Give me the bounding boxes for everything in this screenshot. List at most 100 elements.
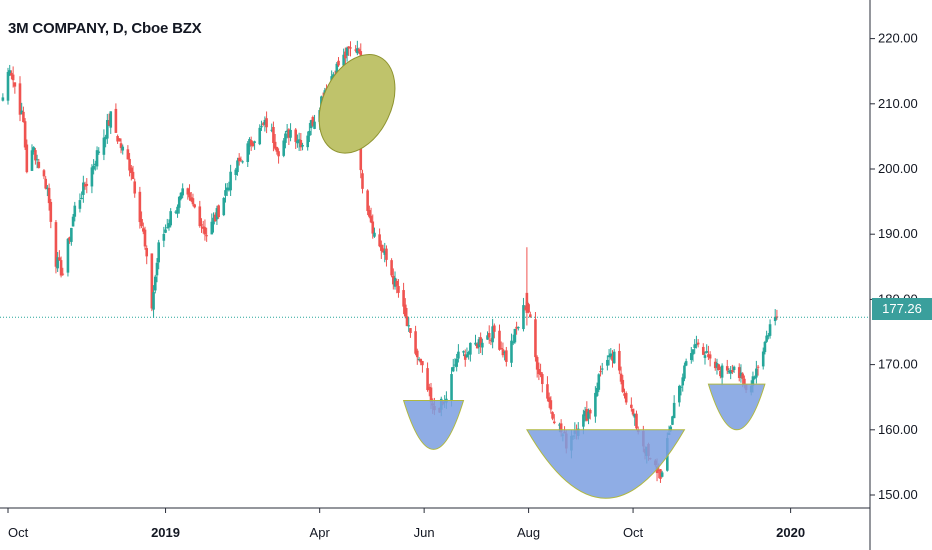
candle	[474, 334, 477, 346]
candle	[46, 185, 49, 197]
candle	[275, 146, 279, 155]
candle	[47, 183, 51, 211]
candle	[619, 366, 623, 385]
candle	[114, 103, 118, 133]
candle	[419, 358, 423, 366]
candle	[671, 415, 674, 426]
candle	[354, 45, 357, 53]
candle	[58, 250, 61, 261]
x-tick-label: Oct	[8, 525, 29, 540]
candle	[107, 113, 111, 127]
candle	[109, 111, 113, 134]
cup-pattern	[526, 429, 686, 499]
candle	[633, 413, 637, 426]
candle	[42, 168, 46, 180]
candle	[491, 318, 494, 349]
candle	[404, 298, 407, 319]
candle	[547, 392, 551, 408]
candle	[342, 48, 345, 68]
candle	[239, 156, 243, 163]
candle	[20, 102, 23, 115]
candle	[191, 193, 195, 207]
candle	[510, 333, 513, 368]
candle	[701, 343, 705, 355]
candle	[116, 134, 119, 144]
candle	[70, 227, 73, 246]
candle	[80, 191, 83, 200]
candle	[282, 138, 286, 158]
candle	[337, 57, 340, 67]
candle	[618, 343, 621, 375]
y-tick-label: 200.00	[878, 161, 918, 176]
y-tick-label: 210.00	[878, 96, 918, 111]
candle	[684, 358, 688, 367]
candle	[241, 160, 244, 164]
candle	[763, 340, 767, 355]
candle	[181, 183, 184, 199]
candle	[205, 227, 208, 242]
candle	[82, 175, 85, 203]
candle	[511, 334, 515, 346]
candle	[155, 258, 159, 283]
candle	[138, 186, 142, 229]
candle	[294, 127, 297, 150]
candle	[393, 271, 397, 290]
candle	[237, 153, 241, 166]
candle	[409, 328, 412, 338]
candle	[713, 358, 717, 371]
candle	[85, 178, 89, 194]
candle	[427, 383, 431, 397]
candle	[35, 154, 39, 169]
candle	[462, 350, 465, 357]
candle	[515, 321, 518, 335]
candle	[277, 148, 280, 164]
candle	[301, 142, 304, 151]
candle	[546, 376, 549, 402]
candle	[583, 406, 587, 422]
candle	[390, 258, 393, 278]
candle	[493, 323, 496, 339]
candle	[739, 364, 743, 383]
candle	[755, 360, 758, 384]
candle	[587, 408, 590, 425]
candle	[25, 139, 29, 174]
candle	[361, 169, 364, 194]
candle	[527, 302, 530, 314]
candle	[297, 132, 301, 151]
candle	[131, 165, 135, 180]
candle	[539, 363, 542, 378]
candle	[349, 41, 352, 57]
candle	[133, 178, 137, 198]
candle	[246, 141, 250, 168]
candle	[631, 408, 635, 417]
candle	[768, 319, 772, 339]
candle	[463, 349, 467, 367]
candle	[552, 414, 556, 425]
candle	[737, 363, 741, 382]
candle	[8, 64, 12, 77]
candle	[357, 47, 361, 54]
y-tick-label: 190.00	[878, 226, 918, 241]
candle	[523, 305, 527, 311]
candle	[141, 222, 145, 235]
candle	[732, 365, 736, 373]
candle	[371, 214, 375, 239]
y-tick-label: 170.00	[878, 357, 918, 372]
candle	[313, 114, 316, 130]
candle	[193, 203, 196, 209]
candle	[414, 325, 417, 356]
candle	[22, 106, 25, 123]
y-tick-label: 160.00	[878, 422, 918, 437]
candle	[284, 131, 287, 149]
candle	[164, 224, 167, 234]
candle	[18, 76, 22, 122]
candle	[683, 362, 686, 382]
candle	[189, 191, 193, 203]
candle	[383, 242, 387, 263]
candle	[594, 386, 597, 423]
candle	[455, 353, 458, 372]
candle	[691, 349, 695, 362]
chart-title: 3M COMPANY, D, Cboe BZX	[8, 20, 202, 37]
candle	[727, 368, 731, 374]
